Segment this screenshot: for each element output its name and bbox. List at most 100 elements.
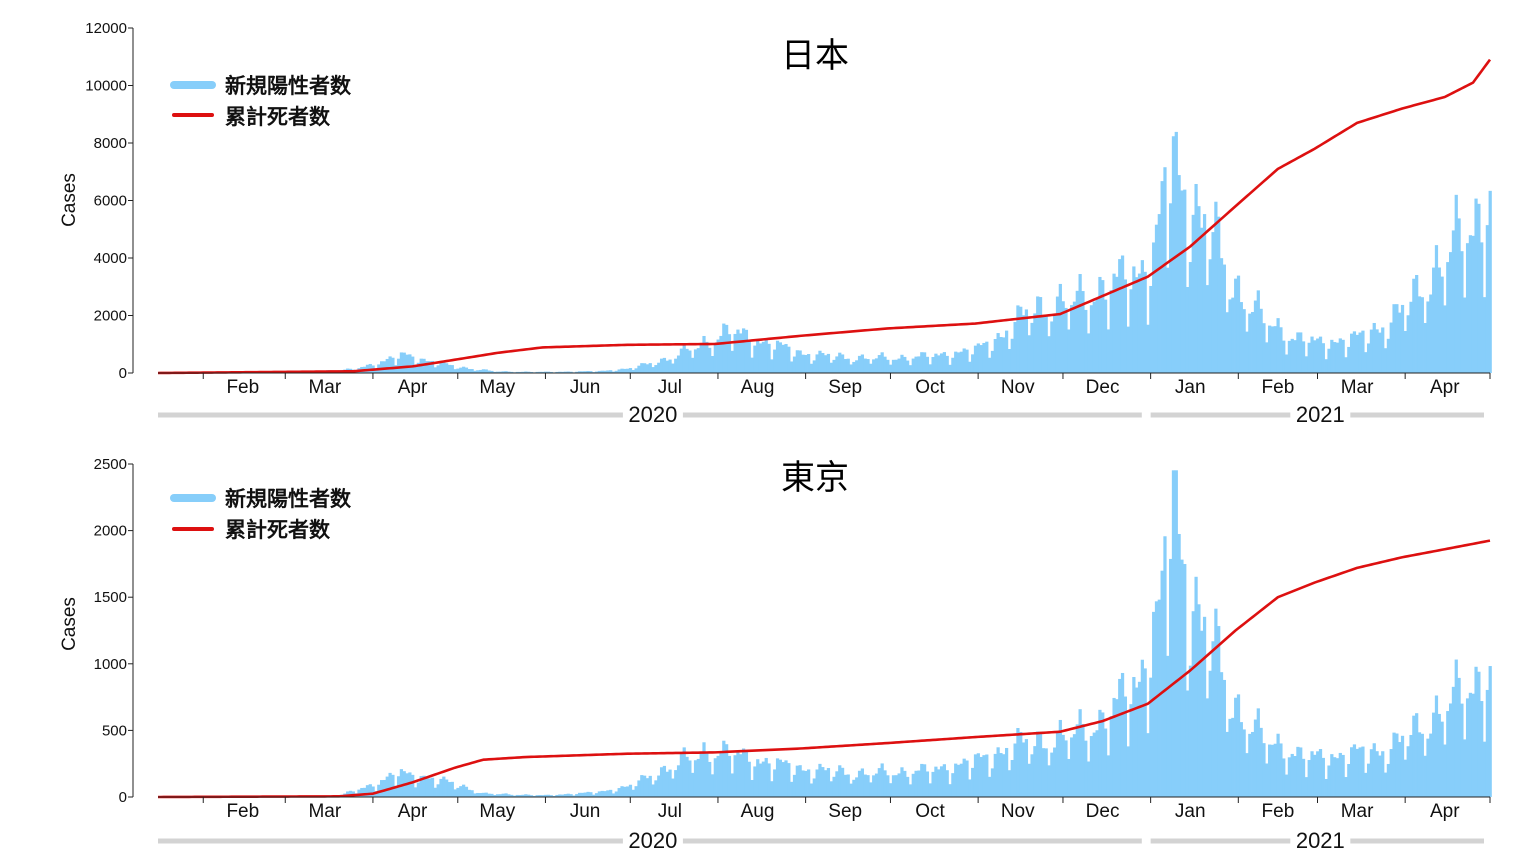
bar: [676, 765, 681, 797]
bar: [1126, 746, 1130, 797]
bar: [1299, 747, 1303, 797]
bar: [408, 354, 412, 373]
tokyo-panel: 東京 Cases 新規陽性者数 累計死者数 0 500 1000 1500 2000 25…: [59, 456, 1492, 853]
bar: [778, 342, 782, 373]
bar: [1152, 611, 1156, 797]
bar: [739, 333, 743, 373]
bar: [1120, 255, 1125, 373]
bar: [439, 362, 443, 373]
bar: [1423, 755, 1427, 797]
bar: [1064, 740, 1068, 797]
bar: [1225, 731, 1229, 797]
bar: [761, 761, 766, 797]
bar: [495, 794, 500, 797]
bar: [535, 795, 539, 797]
bar: [705, 751, 709, 797]
bar: [433, 367, 437, 373]
bar: [1228, 718, 1232, 797]
bar: [394, 785, 398, 797]
bar: [1120, 672, 1125, 797]
bar: [416, 782, 420, 797]
bar: [716, 339, 720, 373]
bar: [744, 749, 749, 797]
bar: [1118, 259, 1122, 373]
bar: [832, 776, 836, 797]
bar: [1030, 322, 1034, 373]
bar: [883, 770, 887, 797]
bar: [1423, 322, 1427, 373]
bar: [462, 784, 466, 797]
bar: [665, 771, 669, 797]
bar: [1239, 302, 1243, 373]
bar: [790, 361, 794, 373]
bar: [1265, 763, 1269, 797]
bar: [688, 350, 692, 373]
bar: [1471, 235, 1475, 373]
bar: [1290, 338, 1294, 373]
bar: [979, 756, 983, 797]
x-tick-label: Aug: [741, 801, 775, 822]
bar: [1290, 753, 1294, 797]
x-tick-label: Feb: [226, 377, 259, 398]
bar: [1231, 297, 1235, 373]
bar: [586, 791, 590, 797]
bar: [1242, 729, 1246, 797]
bar: [1324, 778, 1328, 797]
bar: [1251, 311, 1255, 373]
bar: [1392, 732, 1396, 797]
bar: [801, 354, 805, 373]
bar: [812, 360, 816, 373]
bar: [1027, 335, 1031, 373]
bar: [840, 354, 845, 373]
bar: [360, 787, 364, 797]
bar: [1443, 744, 1447, 797]
bar: [1089, 736, 1094, 797]
bar: [1154, 601, 1159, 797]
bar: [696, 758, 700, 797]
legend-label-deaths: 累計死者数: [225, 518, 331, 542]
bar: [1253, 719, 1258, 797]
bar: [812, 778, 816, 797]
bar: [736, 750, 740, 797]
bar: [524, 794, 528, 797]
bar: [422, 775, 426, 797]
bar: [399, 769, 404, 797]
bar: [600, 790, 604, 797]
bar: [1341, 339, 1345, 373]
x-tick-label: Nov: [1001, 801, 1035, 822]
bar: [1188, 665, 1193, 797]
bar: [1115, 699, 1119, 797]
year-label: 2021: [1296, 402, 1345, 427]
bar: [1327, 765, 1331, 797]
bar: [538, 795, 542, 797]
bar: [1002, 754, 1006, 797]
x-tick-label: May: [479, 377, 515, 398]
bar: [999, 337, 1003, 373]
bar: [450, 781, 454, 797]
bar: [1024, 309, 1029, 373]
bar: [583, 792, 587, 797]
bar: [527, 794, 531, 797]
bar: [1236, 275, 1241, 373]
bar: [917, 356, 921, 373]
bar: [722, 323, 726, 373]
x-tick-label: Feb: [226, 801, 259, 822]
bar: [575, 794, 579, 797]
bar: [894, 359, 898, 373]
bar: [880, 763, 884, 797]
x-tick-label: Aug: [741, 377, 775, 398]
bar: [809, 783, 814, 797]
bar: [481, 369, 486, 373]
bar: [405, 354, 409, 373]
bar: [682, 343, 686, 373]
bar: [1112, 273, 1116, 373]
bar: [1321, 757, 1325, 797]
bar: [498, 794, 503, 797]
bar: [637, 365, 641, 373]
bar: [1194, 183, 1198, 373]
bar: [1403, 331, 1407, 373]
bar: [696, 348, 700, 373]
bar: [971, 767, 975, 797]
bar: [1451, 686, 1456, 797]
bar: [1400, 304, 1405, 373]
